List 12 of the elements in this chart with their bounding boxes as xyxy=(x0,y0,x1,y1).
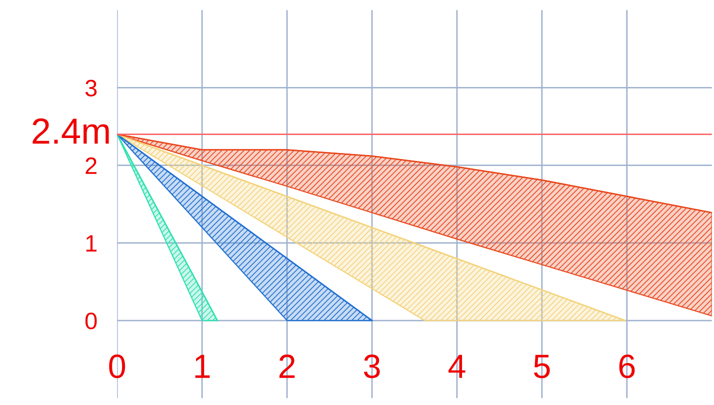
y-tick-label: 2 xyxy=(86,157,96,174)
y-tick-label: 3 xyxy=(85,80,97,97)
y-tick-label: 0 xyxy=(85,312,97,330)
ref-line-label: 2.4m xyxy=(32,118,109,144)
x-tick-label: 6 xyxy=(619,354,635,378)
x-tick-label: 0 xyxy=(109,354,126,378)
x-tick-label: 1 xyxy=(195,354,210,378)
y-tick-label: 1 xyxy=(86,235,96,252)
x-tick-label: 2 xyxy=(279,354,295,378)
x-tick-label: 5 xyxy=(534,354,550,378)
x-tick-label: 4 xyxy=(448,354,466,378)
x-tick-label: 3 xyxy=(364,354,380,378)
